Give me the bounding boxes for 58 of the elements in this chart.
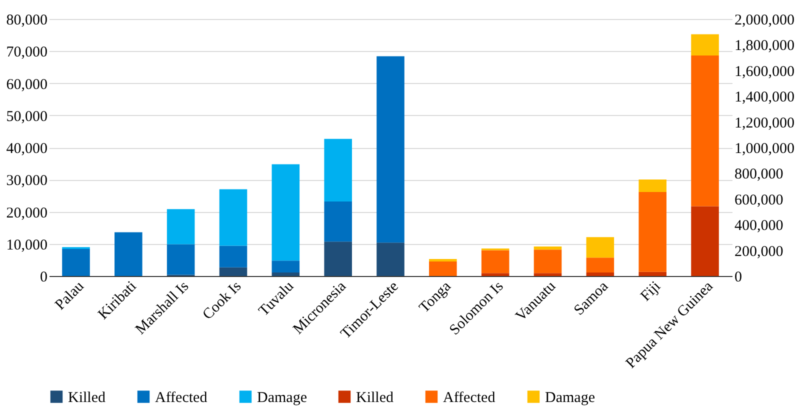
bar bbox=[429, 261, 457, 276]
bar bbox=[324, 138, 352, 202]
y2-tick-label: 1,800,000 bbox=[734, 38, 794, 54]
y2-tick-label: 200,000 bbox=[734, 244, 784, 260]
bar bbox=[586, 272, 614, 276]
y2-tick-label: 0 bbox=[734, 270, 742, 286]
y2-tick-label: 600,000 bbox=[734, 192, 784, 208]
legend-label: Killed bbox=[356, 390, 394, 406]
bar bbox=[638, 192, 666, 272]
y2-tick-label: 800,000 bbox=[734, 166, 784, 183]
x-tick-label: Fiji bbox=[638, 278, 664, 305]
bar bbox=[114, 232, 142, 276]
y-tick-label: 30,000 bbox=[6, 173, 48, 190]
x-tick-label: Cook Is bbox=[200, 278, 245, 324]
bar bbox=[166, 209, 195, 244]
legend-label: Killed bbox=[68, 390, 106, 406]
bar bbox=[219, 246, 248, 268]
bar bbox=[272, 272, 300, 276]
y2-tick-label: 1,000,000 bbox=[734, 141, 794, 157]
y2-tick-label: 1,400,000 bbox=[734, 90, 794, 106]
y2-tick-label: 2,000,000 bbox=[734, 12, 794, 28]
legend-label: Damage bbox=[545, 390, 596, 406]
bar bbox=[586, 237, 614, 258]
y2-tick-label: 400,000 bbox=[734, 218, 784, 234]
bar bbox=[481, 273, 510, 276]
bar bbox=[324, 242, 352, 276]
y-tick-label: 0 bbox=[40, 270, 48, 286]
bar bbox=[272, 164, 300, 261]
bar bbox=[534, 273, 562, 276]
bar bbox=[324, 201, 352, 242]
bar bbox=[166, 244, 195, 275]
bar bbox=[534, 246, 562, 250]
y-tick-label: 50,000 bbox=[6, 108, 48, 125]
legend-label: Damage bbox=[257, 390, 308, 406]
bar bbox=[638, 179, 666, 192]
y-tick-label: 20,000 bbox=[6, 205, 48, 222]
bar bbox=[376, 56, 404, 243]
bar bbox=[638, 272, 666, 276]
y-tick-label: 80,000 bbox=[6, 12, 48, 28]
bar bbox=[272, 260, 300, 272]
legend-label: Affected bbox=[443, 390, 496, 406]
y-tick-label: 70,000 bbox=[6, 44, 48, 61]
bar bbox=[691, 55, 719, 206]
bar bbox=[691, 206, 719, 276]
bar bbox=[219, 267, 248, 276]
bar bbox=[481, 250, 510, 274]
y-tick-label: 60,000 bbox=[6, 76, 48, 93]
bar bbox=[376, 242, 404, 276]
y-tick-label: 10,000 bbox=[6, 237, 48, 254]
bar bbox=[62, 249, 90, 276]
bar bbox=[586, 258, 614, 273]
y-tick-label: 40,000 bbox=[6, 141, 48, 157]
legend-label: Affected bbox=[155, 390, 208, 406]
y2-tick-label: 1,600,000 bbox=[734, 64, 794, 80]
bar bbox=[219, 189, 248, 246]
bar bbox=[534, 250, 562, 274]
bar bbox=[691, 34, 719, 56]
y2-tick-label: 1,200,000 bbox=[734, 115, 794, 132]
